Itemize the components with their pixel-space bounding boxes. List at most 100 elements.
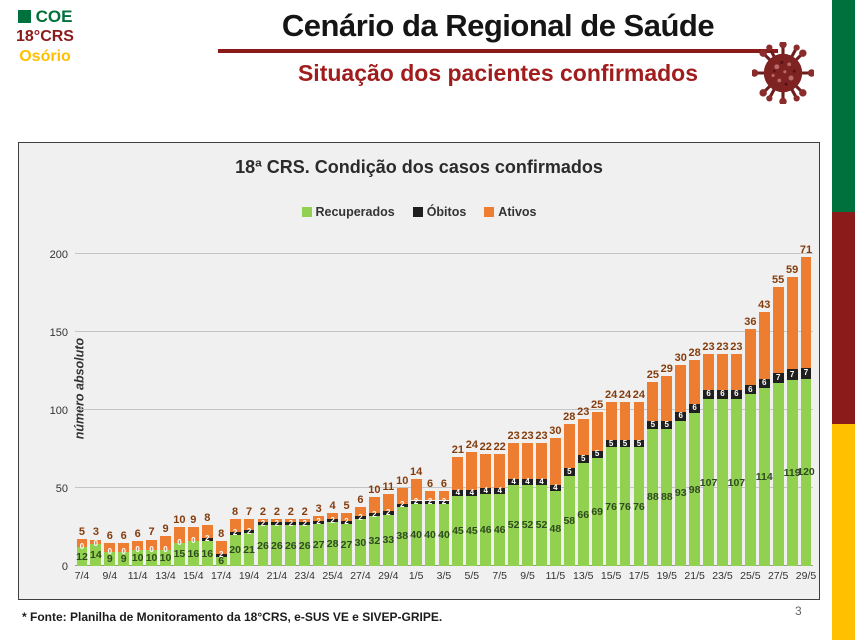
value-label-obitos: 6: [748, 384, 753, 394]
bar-group-12/5: 28 5 58: [562, 254, 576, 566]
segment-recuperados: [619, 447, 631, 566]
value-label-obitos: 0: [177, 537, 182, 547]
legend-label: Ativos: [498, 205, 537, 219]
x-tick-label: 23/4: [294, 570, 315, 582]
segment-obitos: [452, 489, 464, 496]
value-label-recuperados: 28: [326, 538, 339, 551]
value-label-obitos: 2: [386, 507, 391, 517]
segment-ativos: [577, 419, 589, 456]
value-label-obitos: 5: [622, 438, 628, 448]
segment-ativos: [299, 519, 311, 523]
bar-group-24/4: 3 2 27: [312, 254, 326, 566]
value-label-recuperados: 46: [493, 524, 506, 537]
value-label-ativos: 6: [357, 493, 364, 506]
segment-obitos: [744, 385, 756, 395]
stacked-bar: 22 4 46: [493, 441, 506, 566]
value-label-ativos: 23: [507, 429, 520, 442]
segment-obitos: [577, 455, 589, 464]
x-tick-label: 11/4: [127, 570, 148, 582]
segment-obitos: [229, 531, 241, 535]
value-label-obitos: 7: [803, 368, 809, 378]
segment-obitos: [382, 511, 394, 515]
legend-label: Óbitos: [426, 205, 467, 219]
stacked-bar: 24 5 76: [633, 389, 645, 566]
value-label-obitos: 0: [93, 539, 99, 549]
value-label-ativos: 6: [106, 529, 113, 542]
segment-obitos: [466, 489, 478, 496]
segment-obitos: [536, 478, 547, 485]
stacked-bar: 8 2 20: [229, 506, 241, 566]
segment-obitos: [438, 500, 450, 504]
bar-group-19/5: 29 5 88 19/5: [657, 254, 677, 582]
value-label-obitos: 0: [191, 536, 196, 546]
value-label-obitos: 4: [525, 476, 530, 486]
chart-title: 18ª CRS. Condição dos casos confirmados: [235, 157, 603, 177]
value-label-recuperados: 20: [229, 544, 241, 557]
value-label-recuperados: 16: [187, 547, 200, 560]
value-label-recuperados: 93: [674, 487, 687, 500]
value-label-recuperados: 26: [284, 539, 297, 552]
bar-group-20/5: 30 6 93: [674, 254, 688, 566]
value-label-ativos: 8: [232, 506, 239, 519]
segment-ativos: [480, 453, 492, 488]
stacked-bar: 23 4 52: [507, 430, 520, 566]
segment-ativos: [508, 442, 520, 479]
value-label-ativos: 7: [245, 506, 253, 519]
segment-recuperados: [689, 413, 701, 566]
value-label-recuperados: 26: [257, 539, 269, 552]
segment-recuperados: [174, 542, 185, 566]
stacked-bar: 6 2 40: [424, 478, 436, 566]
value-label-recuperados: 120: [797, 466, 815, 479]
segment-ativos: [717, 353, 728, 390]
value-label-obitos: 0: [107, 546, 113, 556]
segment-ativos: [271, 519, 283, 523]
segment-ativos: [243, 519, 255, 531]
segment-ativos: [132, 541, 144, 551]
bar-group-8/4: 3 0 14: [89, 254, 103, 566]
segment-recuperados: [758, 388, 770, 566]
value-label-ativos: 22: [493, 440, 506, 453]
segment-recuperados: [313, 523, 325, 566]
stacked-bar: 28 5 58: [563, 411, 575, 566]
gridline-200: [75, 253, 813, 254]
segment-obitos: [549, 484, 561, 492]
value-label-recuperados: 45: [452, 524, 464, 537]
value-label-recuperados: 76: [633, 500, 645, 513]
value-label-ativos: 71: [799, 244, 813, 257]
segment-recuperados: [396, 506, 408, 566]
segment-obitos: [285, 522, 297, 526]
bar-group-14/5: 25 5 69: [590, 254, 604, 566]
y-tick-label: 100: [49, 404, 68, 417]
value-label-recuperados: 45: [465, 524, 478, 537]
value-label-ativos: 29: [660, 362, 673, 375]
segment-ativos: [382, 494, 394, 512]
value-label-ativos: 24: [632, 389, 646, 402]
bar-group-28/5: 59 7 119: [784, 254, 801, 566]
stacked-bar: 10 2 38: [396, 475, 408, 566]
value-label-recuperados: 15: [173, 548, 186, 561]
bar-group-28/4: 10 2 32: [367, 254, 381, 566]
stacked-bar: 6 2 40: [438, 478, 450, 566]
segment-obitos: [633, 439, 645, 448]
stacked-bar: 9 0 16: [187, 514, 200, 566]
stacked-bar: 7 2 21: [243, 506, 255, 566]
segment-recuperados: [90, 544, 102, 566]
segment-obitos: [313, 520, 325, 524]
stacked-bar: 30 6 93: [674, 352, 687, 566]
segment-ativos: [201, 525, 213, 538]
bar-group-30/4: 10 2 38: [395, 254, 409, 566]
stripe-red-segment: [832, 212, 855, 424]
value-label-ativos: 7: [148, 526, 155, 539]
segment-obitos: [508, 478, 520, 485]
x-tick-label: 19/5: [656, 570, 677, 582]
segment-obitos: [299, 522, 311, 526]
bar-group-8/5: 23 4 52: [507, 254, 521, 566]
segment-ativos: [104, 542, 116, 552]
segment-ativos: [160, 536, 171, 551]
value-label-obitos: 4: [511, 476, 516, 486]
segment-ativos: [341, 512, 352, 521]
value-label-recuperados: 40: [410, 528, 422, 541]
value-label-ativos: 2: [273, 506, 280, 519]
stacked-bar: 59 7 119: [784, 264, 801, 566]
